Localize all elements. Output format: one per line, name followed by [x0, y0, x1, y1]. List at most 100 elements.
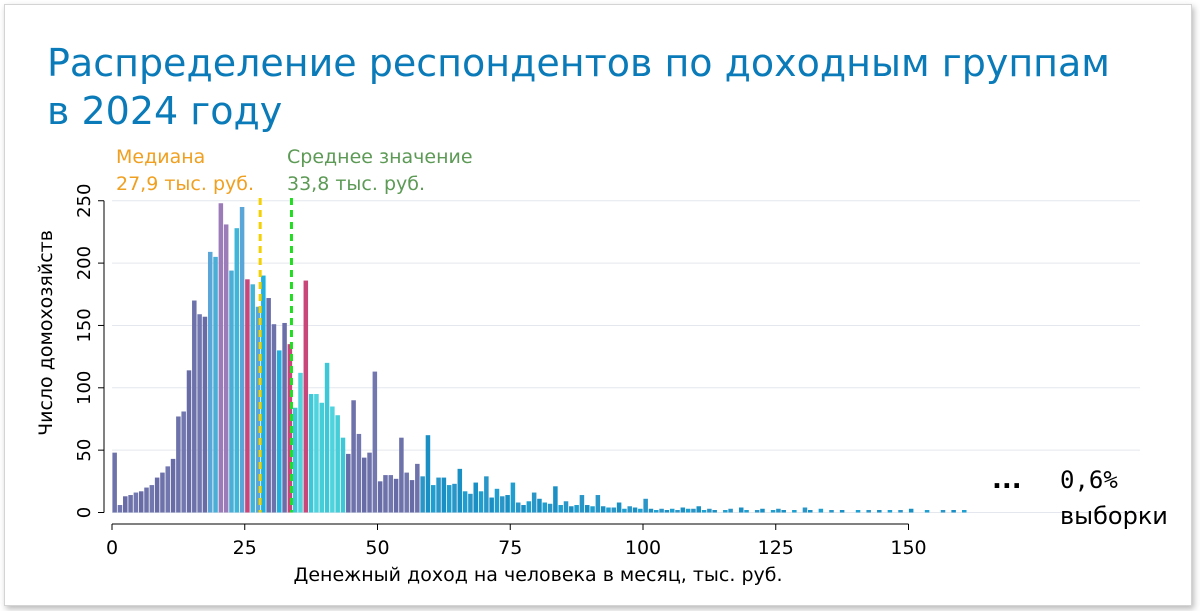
bar-103: [659, 508, 664, 513]
bar-75: [510, 482, 516, 513]
bar-113: [712, 510, 717, 513]
x-tick-label-3: 75: [498, 537, 522, 559]
bar-36: [303, 280, 309, 513]
bar-65: [457, 468, 463, 513]
bar-142: [866, 510, 871, 513]
bar-110: [696, 506, 702, 513]
mean-value: 33,8 тыс. руб.: [287, 173, 425, 195]
bar-102: [654, 510, 659, 513]
bar-22: [229, 270, 234, 513]
bar-88: [579, 495, 585, 513]
bar-23: [234, 228, 240, 513]
bar-116: [728, 508, 733, 513]
bar-98: [632, 507, 638, 513]
bar-108: [685, 508, 691, 513]
x-axis-label: Денежный доход на человека в месяц, тыс.…: [293, 564, 782, 586]
bar-16: [197, 314, 202, 513]
grid-lines: [112, 200, 1140, 513]
bar-47: [361, 457, 367, 513]
histogram-bars: [112, 203, 967, 513]
bar-66: [462, 491, 468, 513]
bar-90: [590, 506, 595, 513]
x-tick-label-0: 0: [106, 537, 118, 559]
annotation-mean: Среднее значение 33,8 тыс. руб.: [287, 146, 473, 195]
sample-share-text: выборки: [1060, 502, 1168, 530]
bar-121: [754, 510, 760, 513]
bar-95: [616, 502, 622, 513]
bar-99: [638, 508, 643, 513]
bar-87: [574, 505, 579, 513]
y-tick-label-0: 0: [74, 507, 95, 518]
bar-19: [213, 256, 218, 513]
bar-144: [877, 510, 882, 513]
bar-158: [951, 510, 956, 513]
bar-73: [500, 496, 505, 513]
bar-9: [160, 472, 165, 513]
slide-title: Распределение респондентов по доходным г…: [47, 39, 1177, 135]
y-tick-label-3: 150: [74, 308, 95, 342]
bar-67: [468, 493, 473, 513]
bar-17: [202, 316, 208, 513]
bar-82: [547, 503, 553, 513]
y-axis-label: Число домохозяйств: [35, 230, 57, 436]
bar-1: [117, 505, 123, 513]
bar-97: [627, 506, 632, 513]
bar-68: [473, 482, 478, 513]
bar-12: [176, 416, 181, 513]
bar-31: [277, 350, 282, 513]
bar-44: [346, 453, 351, 513]
bar-76: [515, 502, 521, 513]
bar-77: [521, 505, 526, 513]
sample-note: ... 0,6% выборки: [992, 465, 1168, 530]
reference-lines: [258, 198, 293, 513]
bar-84: [558, 505, 563, 513]
bar-43: [340, 437, 346, 513]
bar-61: [436, 477, 441, 513]
title-line-2: в 2024 году: [47, 89, 283, 133]
bar-126: [781, 510, 786, 513]
median-value: 27,9 тыс. руб.: [116, 173, 254, 195]
bar-133: [818, 508, 824, 513]
bar-11: [170, 458, 176, 513]
y-axis-ticks: 0 50 100 150 200 250: [74, 184, 105, 518]
bar-55: [404, 472, 409, 513]
bar-94: [611, 507, 617, 513]
bar-10: [165, 466, 171, 513]
bar-30: [271, 324, 277, 513]
y-tick-label-1: 50: [74, 439, 95, 462]
bar-119: [744, 510, 749, 513]
bar-69: [478, 491, 484, 513]
bar-38: [314, 394, 319, 513]
bar-29: [266, 298, 271, 513]
bar-15: [192, 300, 197, 513]
x-axis-ticks: 0 25 50 75 100 125 150: [106, 523, 927, 559]
bar-51: [383, 475, 388, 513]
bar-122: [760, 508, 765, 513]
bar-58: [420, 476, 425, 513]
bar-81: [542, 502, 548, 513]
bar-93: [606, 507, 611, 513]
bar-78: [526, 501, 532, 513]
bar-101: [648, 508, 654, 513]
mean-label: Среднее значение: [287, 146, 473, 168]
bar-53: [393, 478, 399, 513]
bar-6: [144, 487, 149, 513]
bar-106: [675, 510, 680, 513]
bar-49: [372, 371, 378, 513]
bar-5: [138, 491, 144, 513]
bar-8: [154, 477, 160, 513]
bar-85: [563, 501, 569, 513]
bar-21: [223, 224, 229, 513]
x-tick-label-1: 25: [233, 537, 257, 559]
bar-7: [149, 485, 155, 513]
bar-27: [255, 306, 261, 513]
bar-130: [802, 507, 808, 513]
y-tick-label-4: 200: [74, 246, 95, 280]
bar-60: [431, 485, 436, 513]
bar-156: [940, 510, 946, 513]
bar-112: [707, 508, 712, 513]
bar-80: [537, 498, 542, 513]
bar-70: [484, 476, 489, 513]
bar-137: [839, 510, 845, 513]
bar-96: [622, 508, 627, 513]
